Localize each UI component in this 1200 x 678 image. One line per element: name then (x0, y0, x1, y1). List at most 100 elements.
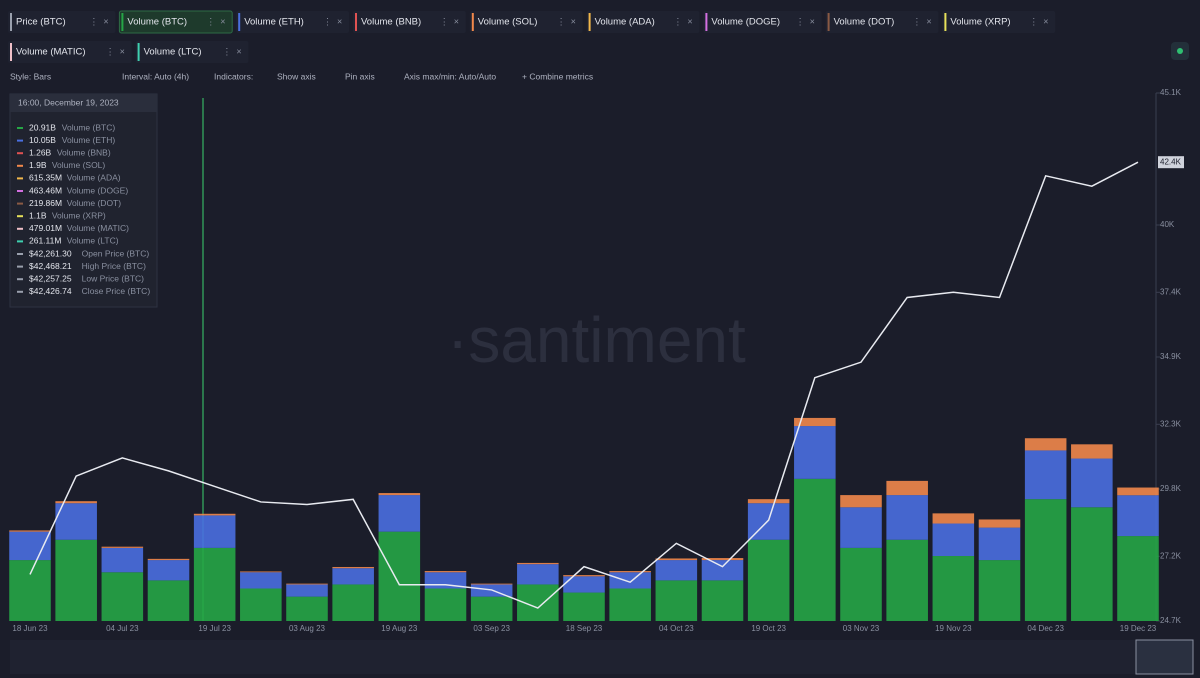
tooltip-value: $42,261.30 (29, 248, 72, 258)
toolbar-item[interactable]: Interval: Auto (4h) (122, 71, 189, 81)
tooltip-value: 479.01M (29, 223, 62, 233)
volume-bar (9, 530, 51, 532)
volume-bar (286, 583, 328, 585)
tab-label: Volume (DOT) (834, 17, 895, 28)
tab[interactable] (825, 11, 939, 33)
tab-menu: ⋮ (440, 16, 449, 26)
tooltip-name: Volume (DOGE) (67, 185, 129, 195)
volume-bar (701, 560, 744, 581)
volume-bar (932, 556, 975, 621)
tab-label: Volume (ADA) (595, 17, 655, 28)
toolbar-item[interactable]: Axis max/min: Auto/Auto (404, 71, 496, 81)
tooltip-name: Close Price (BTC) (82, 286, 151, 296)
tab[interactable] (353, 11, 466, 33)
tab-menu: ⋮ (222, 46, 231, 56)
tab-close[interactable]: × (236, 46, 241, 56)
tab[interactable] (135, 41, 249, 63)
tab-color (827, 13, 830, 31)
tab-close[interactable]: × (337, 16, 342, 26)
volume-bar (886, 539, 928, 621)
tab-color (705, 13, 708, 31)
tab-color (238, 13, 241, 31)
y2-tick-label: 24.7K (1160, 616, 1182, 625)
tooltip-value: $42,468.21 (29, 261, 72, 271)
volume-bar (840, 507, 882, 548)
toolbar-item[interactable]: Show axis (277, 71, 316, 81)
tab-color (471, 13, 474, 31)
tab-close[interactable]: × (120, 46, 125, 56)
tooltip-name: Open Price (BTC) (82, 248, 150, 258)
tab[interactable] (469, 11, 583, 33)
y2-tick-label: 45.1K (1160, 88, 1182, 97)
volume-bar (240, 571, 282, 573)
x-tick-label: 19 Jul 23 (198, 624, 231, 633)
volume-bar (701, 580, 744, 621)
tab-color (10, 43, 12, 61)
tab-menu: ⋮ (796, 16, 805, 26)
x-tick-label: 04 Jul 23 (106, 624, 139, 633)
volume-bar (1071, 458, 1113, 508)
tab[interactable] (8, 41, 132, 63)
tab-close[interactable]: × (220, 16, 225, 26)
volume-bar (978, 560, 1021, 621)
volume-bar (424, 571, 467, 573)
volume-bar (978, 519, 1021, 528)
volume-bar (1117, 495, 1159, 537)
volume-bar (1071, 507, 1113, 621)
tab[interactable] (118, 10, 233, 34)
volume-bar (609, 571, 651, 573)
x-tick-label: 04 Dec 23 (1027, 624, 1064, 633)
tab[interactable] (703, 11, 822, 33)
x-tick-label: 19 Aug 23 (381, 624, 418, 633)
tab-label: Volume (ETH) (244, 17, 304, 28)
tab-label: Price (BTC) (16, 17, 66, 28)
tooltip-date: 16:00, December 19, 2023 (18, 97, 119, 107)
tab[interactable] (942, 11, 1056, 33)
navigator-window[interactable] (1135, 639, 1194, 675)
tab-close[interactable]: × (687, 16, 692, 26)
volume-bar (794, 478, 836, 621)
tooltip-value: 1.26B (29, 147, 52, 157)
tab-label: Volume (BNB) (361, 17, 421, 28)
tab-close[interactable]: × (926, 16, 931, 26)
volume-bar (1024, 499, 1067, 621)
tab-label: Volume (XRP) (950, 17, 1010, 28)
volume-bar (932, 523, 975, 557)
tab-close[interactable]: × (810, 16, 815, 26)
volume-bar (1071, 444, 1113, 459)
volume-bar (1117, 487, 1159, 496)
tab-color (10, 13, 12, 31)
tab[interactable] (236, 11, 349, 33)
x-tick-label: 19 Dec 23 (1120, 624, 1157, 633)
navigator[interactable] (10, 640, 1193, 674)
volume-bar (378, 531, 421, 621)
tab-close[interactable]: × (1043, 16, 1048, 26)
tooltip-name: Volume (DOT) (67, 198, 121, 208)
tab[interactable] (586, 11, 700, 33)
volume-bar (286, 584, 328, 597)
toolbar-item[interactable]: Style: Bars (10, 71, 51, 81)
y2-tick-label: 40K (1160, 220, 1175, 229)
toolbar-item[interactable]: + Combine metrics (522, 71, 593, 81)
x-tick-label: 03 Sep 23 (473, 624, 510, 633)
tab-close[interactable]: × (454, 16, 459, 26)
tab-label: Volume (SOL) (478, 17, 538, 28)
tooltip-value: 615.35M (29, 173, 62, 183)
toolbar-item[interactable]: Indicators: (214, 71, 253, 81)
tab-menu: ⋮ (206, 16, 215, 26)
toolbar-item[interactable]: Pin axis (345, 71, 375, 81)
tab-menu: ⋮ (557, 16, 566, 26)
tooltip-value: $42,257.25 (29, 273, 72, 283)
tooltip (9, 93, 158, 308)
tooltip-value: 20.91B (29, 122, 56, 132)
tab[interactable] (8, 11, 116, 33)
volume-bar (840, 495, 882, 508)
tab-close[interactable]: × (103, 16, 108, 26)
tab-close[interactable]: × (571, 16, 576, 26)
last-price-badge (1158, 156, 1184, 169)
volume-bar (240, 572, 282, 589)
volume-bar (240, 588, 282, 621)
volume-bar (655, 558, 698, 561)
tooltip-value: 261.11M (29, 236, 61, 246)
